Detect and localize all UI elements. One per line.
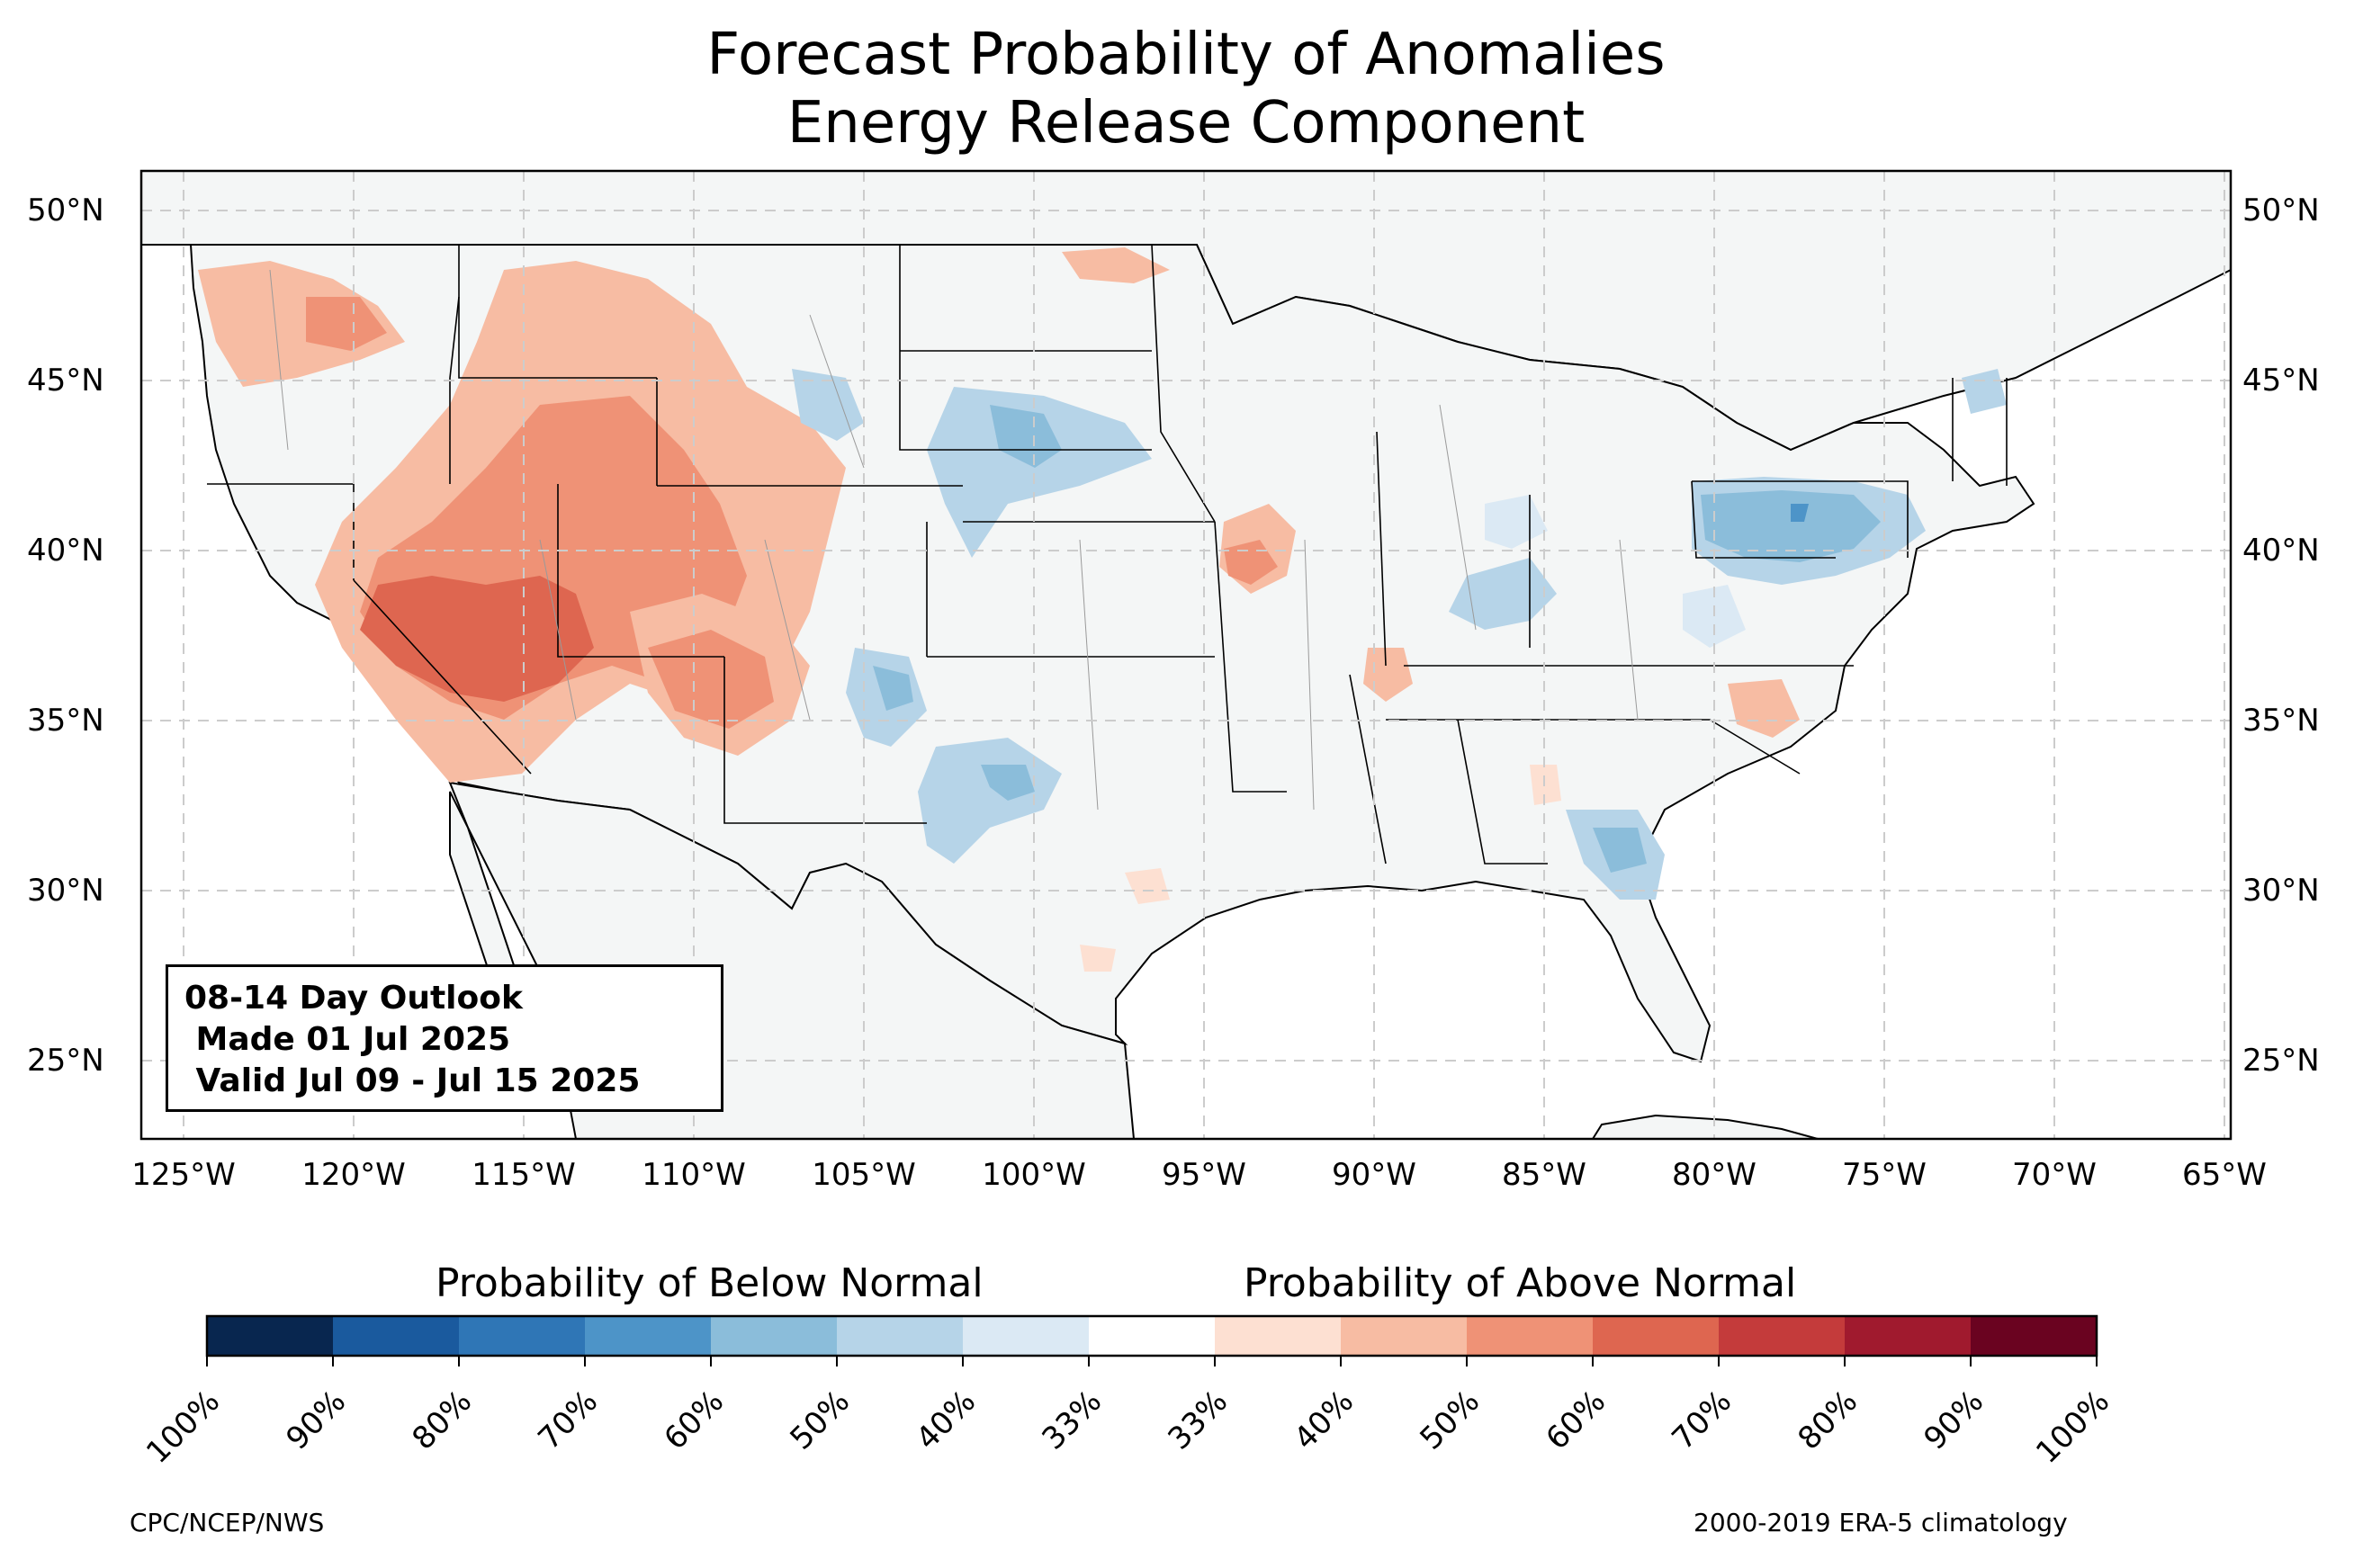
- cuba-land: [1591, 1114, 1819, 1139]
- colorbar-segment: [963, 1316, 1090, 1356]
- outlook-info-box: 08-14 Day Outlook Made 01 Jul 2025 Valid…: [166, 964, 723, 1112]
- credit-left: CPC/NCEP/NWS: [130, 1508, 325, 1537]
- colorbar-segment: [207, 1316, 334, 1356]
- lon-label: 95°W: [1162, 1157, 1246, 1193]
- map-frame: [139, 169, 2233, 1141]
- lat-label-right: 35°N: [2242, 703, 2320, 739]
- colorbar-below-label: Probability of Below Normal: [436, 1260, 984, 1306]
- colorbar: [205, 1314, 2098, 1366]
- colorbar-segment: [1089, 1316, 1216, 1356]
- lat-gridlines: [141, 210, 2231, 1062]
- lat-label-left: 25°N: [27, 1043, 104, 1079]
- outlook-valid-range: Valid Jul 09 - Jul 15 2025: [184, 1062, 641, 1099]
- lon-label: 80°W: [1672, 1157, 1757, 1193]
- lon-label: 90°W: [1332, 1157, 1416, 1193]
- colorbar-segment: [1971, 1316, 2098, 1356]
- lon-label: 110°W: [642, 1157, 746, 1193]
- colorbar-segment: [585, 1316, 712, 1356]
- colorbar-border: [205, 1314, 2098, 1357]
- lon-label: 85°W: [1502, 1157, 1586, 1193]
- lon-label: 115°W: [472, 1157, 576, 1193]
- lon-label: 65°W: [2182, 1157, 2267, 1193]
- colorbar-segment: [1467, 1316, 1594, 1356]
- colorbar-segment: [1215, 1316, 1342, 1356]
- lat-label-right: 25°N: [2242, 1043, 2320, 1079]
- lon-label: 125°W: [131, 1157, 236, 1193]
- colorbar-segment: [1845, 1316, 1972, 1356]
- colorbar-segment: [1719, 1316, 1846, 1356]
- outlook-period: 08-14 Day Outlook: [184, 980, 523, 1017]
- colorbar-above-label: Probability of Above Normal: [1244, 1260, 1797, 1306]
- colorbar-segment: [1341, 1316, 1468, 1356]
- colorbar-segment: [333, 1316, 460, 1356]
- lon-label: 75°W: [1842, 1157, 1927, 1193]
- outlook-made-date: Made 01 Jul 2025: [184, 1021, 511, 1058]
- colorbar-segment: [1593, 1316, 1720, 1356]
- state-boundaries: [207, 244, 2008, 865]
- colorbar-segment: [459, 1316, 586, 1356]
- lon-label: 100°W: [982, 1157, 1086, 1193]
- lat-label-right: 40°N: [2242, 533, 2320, 569]
- credit-right: 2000-2019 ERA-5 climatology: [1694, 1508, 2068, 1537]
- map-title-line2: Energy Release Component: [786, 90, 1586, 157]
- lat-label-left: 30°N: [27, 873, 104, 909]
- county-boundaries: [269, 269, 1639, 811]
- colorbar-segment: [837, 1316, 964, 1356]
- lat-label-left: 35°N: [27, 703, 104, 739]
- map-title-line1: Forecast Probability of Anomalies: [706, 22, 1666, 88]
- lat-label-right: 45°N: [2242, 363, 2320, 399]
- above-normal-areas: [198, 247, 1800, 972]
- lat-label-left: 40°N: [27, 533, 104, 569]
- lon-label: 70°W: [2012, 1157, 2097, 1193]
- lon-label: 120°W: [301, 1157, 406, 1193]
- lat-label-left: 45°N: [27, 363, 104, 399]
- lon-label: 105°W: [812, 1157, 916, 1193]
- lat-label-right: 50°N: [2242, 193, 2320, 228]
- lat-label-right: 30°N: [2242, 873, 2320, 909]
- colorbar-segment: [711, 1316, 838, 1356]
- lat-label-left: 50°N: [27, 193, 104, 228]
- lon-gridlines: [183, 171, 2225, 1139]
